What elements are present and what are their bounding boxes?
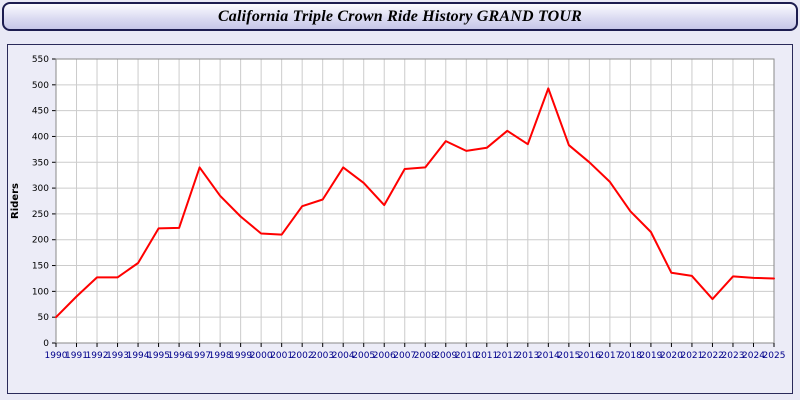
x-tick-label: 2020 (660, 351, 683, 361)
y-axis-title: Riders (10, 183, 21, 219)
x-tick-label: 1997 (188, 351, 211, 361)
x-tick-label: 2004 (332, 351, 355, 361)
y-tick-label: 50 (38, 313, 50, 323)
x-tick-label: 2022 (701, 351, 724, 361)
x-tick-label: 2016 (578, 351, 601, 361)
x-tick-label: 2008 (414, 351, 437, 361)
x-tick-label: 2014 (537, 351, 560, 361)
y-tick-label: 450 (32, 107, 49, 117)
x-tick-label: 2017 (598, 351, 621, 361)
chart-title: California Triple Crown Ride History GRA… (217, 7, 583, 25)
y-tick-label: 400 (32, 132, 49, 142)
y-tick-label: 550 (32, 55, 49, 65)
x-tick-label: 2012 (496, 351, 519, 361)
x-tick-label: 2007 (393, 351, 416, 361)
x-tick-label: 2011 (475, 351, 498, 361)
x-tick-label: 2009 (434, 351, 457, 361)
y-tick-label: 150 (32, 262, 49, 272)
x-tick-label: 2023 (722, 351, 745, 361)
x-tick-label: 1992 (86, 351, 109, 361)
chart-canvas: 0501001502002503003504004505005501990199… (10, 55, 786, 361)
x-tick-label: 2015 (557, 351, 580, 361)
plot-border (55, 58, 775, 344)
x-tick-label: 1994 (127, 351, 150, 361)
y-tick-label: 300 (32, 184, 49, 194)
x-tick-label: 2000 (250, 351, 273, 361)
x-tick-label: 1990 (45, 351, 68, 361)
x-tick-label: 1993 (106, 351, 129, 361)
x-tick-label: 1995 (147, 351, 170, 361)
x-tick-label: 2013 (516, 351, 539, 361)
y-tick-label: 0 (43, 339, 49, 349)
x-tick-label: 2006 (373, 351, 396, 361)
x-tick-label: 2018 (619, 351, 642, 361)
x-tick-label: 1998 (209, 351, 232, 361)
x-tick-label: 2021 (680, 351, 703, 361)
x-tick-label: 2010 (455, 351, 478, 361)
x-tick-label: 2025 (763, 351, 786, 361)
y-tick-label: 200 (32, 236, 49, 246)
y-tick-label: 350 (32, 158, 49, 168)
x-tick-label: 2019 (639, 351, 662, 361)
chart-panel: 0 50 100 150 200 250 300 350 400 450 500 550 1990 199… (7, 44, 793, 394)
y-tick-label: 250 (32, 210, 49, 220)
y-tick-label: 500 (32, 81, 49, 91)
x-tick-label: 1991 (65, 351, 88, 361)
y-tick-label: 100 (32, 287, 49, 297)
x-tick-label: 1996 (168, 351, 191, 361)
x-tick-label: 2024 (742, 351, 765, 361)
series-line-riders (55, 87, 775, 319)
chart-title-bar: California Triple Crown Ride History GRA… (2, 2, 798, 31)
x-tick-label: 2002 (291, 351, 314, 361)
x-tick-label: 2005 (352, 351, 375, 361)
plot-area (56, 59, 774, 343)
x-tick-label: 2003 (311, 351, 334, 361)
x-tick-label: 2001 (270, 351, 293, 361)
x-tick-label: 1999 (229, 351, 252, 361)
